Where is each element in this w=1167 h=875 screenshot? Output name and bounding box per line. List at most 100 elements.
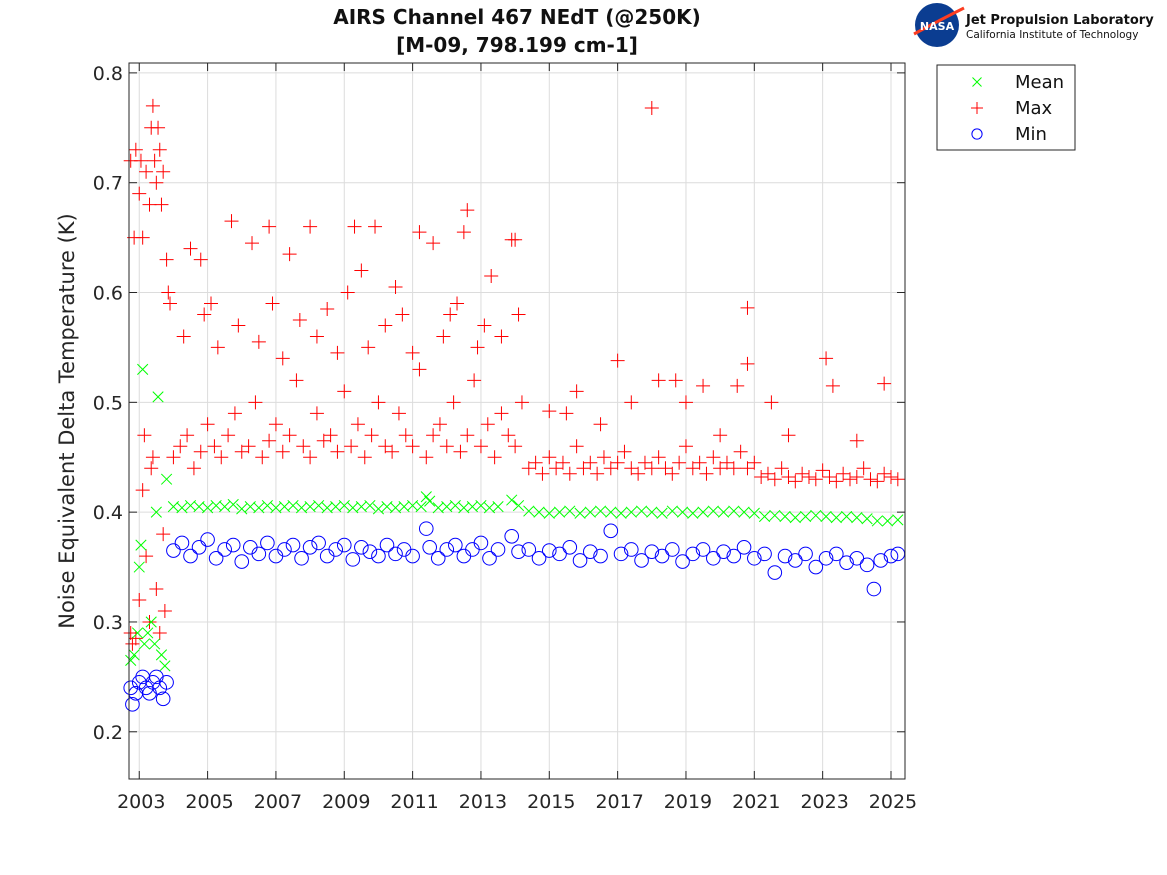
max-point <box>303 219 318 234</box>
max-point <box>877 376 892 391</box>
max-point <box>685 461 700 476</box>
mean-point <box>133 561 145 573</box>
max-point <box>644 461 659 476</box>
max-point <box>262 219 277 234</box>
max-point <box>180 428 195 443</box>
mean-point <box>820 510 832 523</box>
mean-point <box>236 503 248 515</box>
min-point <box>319 548 335 564</box>
min-point <box>311 535 326 551</box>
x-tick-label: 2021 <box>732 791 780 813</box>
max-point <box>569 439 584 454</box>
max-point <box>767 472 782 487</box>
min-point <box>234 554 250 569</box>
max-point <box>139 549 154 564</box>
max-point <box>494 329 509 344</box>
max-point <box>128 631 143 646</box>
max-point <box>692 455 707 470</box>
legend-mean-marker <box>972 77 982 87</box>
max-point <box>378 318 393 333</box>
max-point <box>535 466 550 481</box>
mean-point <box>364 499 376 512</box>
min-point <box>706 550 721 566</box>
mean-point <box>152 391 164 403</box>
max-point <box>740 461 755 476</box>
mean-point <box>128 649 140 661</box>
mean-point <box>261 499 273 512</box>
mean-point <box>125 654 137 667</box>
min-point <box>277 542 292 557</box>
max-point <box>740 356 755 371</box>
min-point <box>747 550 762 566</box>
max-point <box>227 406 242 421</box>
max-point <box>142 197 157 212</box>
mean-point <box>142 627 154 639</box>
max-point <box>665 466 680 481</box>
max-point <box>726 461 741 476</box>
min-point <box>572 553 588 568</box>
mean-point <box>475 499 487 512</box>
min-point <box>225 537 241 553</box>
max-point <box>282 247 297 262</box>
mean-point <box>615 507 627 519</box>
min-point <box>757 546 772 562</box>
mean-point <box>758 510 771 523</box>
max-point <box>132 186 147 201</box>
max-point <box>432 417 447 432</box>
max-point <box>151 120 166 135</box>
min-point <box>191 539 207 555</box>
max-point <box>559 406 574 421</box>
min-point <box>260 535 275 551</box>
mean-point <box>646 506 658 518</box>
min-point <box>490 542 506 557</box>
max-point <box>446 395 461 410</box>
x-tick-label: 2011 <box>390 791 438 813</box>
max-point <box>405 345 420 360</box>
max-point <box>456 225 471 240</box>
y-tick-label: 0.8 <box>93 63 123 85</box>
max-point <box>193 252 208 267</box>
max-point <box>388 280 403 295</box>
mean-point <box>594 505 607 517</box>
max-point <box>576 461 591 476</box>
mean-point <box>707 505 719 517</box>
jpl-name: Jet Propulsion Laboratory <box>965 13 1154 28</box>
max-point <box>849 433 864 448</box>
max-point <box>624 461 639 476</box>
max-point <box>156 527 171 542</box>
min-point <box>345 552 361 567</box>
max-point <box>678 439 693 454</box>
max-point <box>825 378 840 393</box>
max-point <box>453 444 468 459</box>
mean-point <box>871 515 883 527</box>
min-point <box>767 565 783 580</box>
min-point <box>208 550 224 566</box>
max-point <box>788 474 803 489</box>
min-point <box>798 546 813 562</box>
max-point <box>528 455 543 470</box>
mean-point <box>533 506 545 518</box>
max-point <box>176 329 191 344</box>
max-point <box>234 444 249 459</box>
max-point <box>340 285 355 300</box>
min-point <box>456 548 472 564</box>
min-point <box>285 537 301 553</box>
max-point <box>473 439 488 454</box>
max-point <box>801 470 816 485</box>
axes-box <box>128 62 906 780</box>
max-point <box>221 428 236 443</box>
max-point <box>436 329 451 344</box>
min-point <box>294 550 309 566</box>
nasa-wordmark: NASA <box>920 20 955 33</box>
series-min <box>123 521 906 712</box>
max-point <box>265 296 280 311</box>
max-point <box>309 329 324 344</box>
max-point <box>159 252 174 267</box>
max-point <box>603 461 618 476</box>
max-point <box>870 474 885 489</box>
max-point <box>320 301 335 316</box>
max-point <box>651 373 666 388</box>
min-point <box>371 548 386 564</box>
max-point <box>774 461 789 476</box>
legend: Mean Max Min <box>936 64 1076 151</box>
